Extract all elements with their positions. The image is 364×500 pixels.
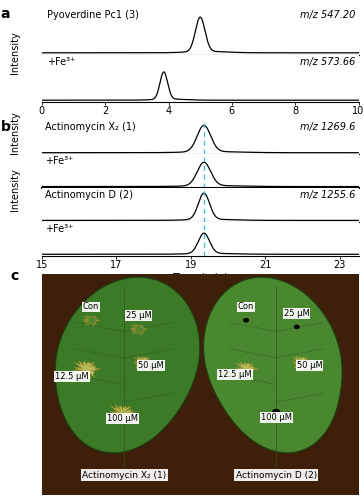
Text: m/z 1255.6: m/z 1255.6 [300,190,355,200]
Text: m/z 1269.6: m/z 1269.6 [300,122,355,132]
Polygon shape [110,405,137,424]
Text: +Fe³⁺: +Fe³⁺ [45,156,74,166]
Text: +Fe³⁺: +Fe³⁺ [45,224,74,234]
Polygon shape [203,277,342,453]
X-axis label: Time (min): Time (min) [172,272,228,282]
Circle shape [273,410,280,414]
Polygon shape [83,315,99,326]
Text: Actinomycin D (2): Actinomycin D (2) [45,190,133,200]
Text: Intensity: Intensity [9,168,20,212]
Text: 50 μM: 50 μM [297,361,323,370]
Text: Pyoverdine Pc1 (3): Pyoverdine Pc1 (3) [47,10,138,20]
Text: Con: Con [238,302,254,312]
Text: +Fe³⁺: +Fe³⁺ [47,58,75,68]
Text: Actinomycin X₂ (1): Actinomycin X₂ (1) [82,470,166,480]
Polygon shape [236,362,258,378]
Polygon shape [131,324,147,336]
Polygon shape [55,277,200,453]
Text: Con: Con [83,302,99,312]
Circle shape [294,326,299,328]
Text: 25 μM: 25 μM [284,309,310,318]
Text: a: a [1,6,10,20]
Circle shape [244,318,248,322]
Text: Actinomycin D (2): Actinomycin D (2) [236,470,317,480]
Polygon shape [292,356,312,370]
Text: 50 μM: 50 μM [138,361,164,370]
Text: Intensity: Intensity [9,111,20,154]
Text: m/z 547.20: m/z 547.20 [300,10,355,20]
Text: m/z 573.66: m/z 573.66 [300,58,355,68]
Text: c: c [10,270,19,283]
Text: Intensity: Intensity [9,31,20,74]
Text: 12.5 μM: 12.5 μM [55,372,89,381]
Text: 100 μM: 100 μM [107,414,138,423]
Text: 100 μM: 100 μM [261,413,292,422]
Polygon shape [134,356,154,370]
Text: 12.5 μM: 12.5 μM [218,370,252,379]
Text: b: b [1,120,11,134]
Polygon shape [74,360,100,380]
Text: Actinomycin X₂ (1): Actinomycin X₂ (1) [45,122,136,132]
Text: 25 μM: 25 μM [126,312,151,320]
